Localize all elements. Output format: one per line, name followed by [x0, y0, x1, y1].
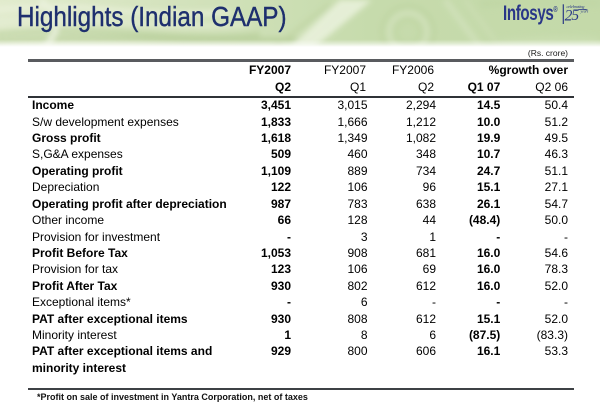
- svg-text:25: 25: [565, 7, 580, 24]
- svg-text:celebrating: celebrating: [567, 4, 586, 9]
- svg-text:years: years: [580, 10, 589, 14]
